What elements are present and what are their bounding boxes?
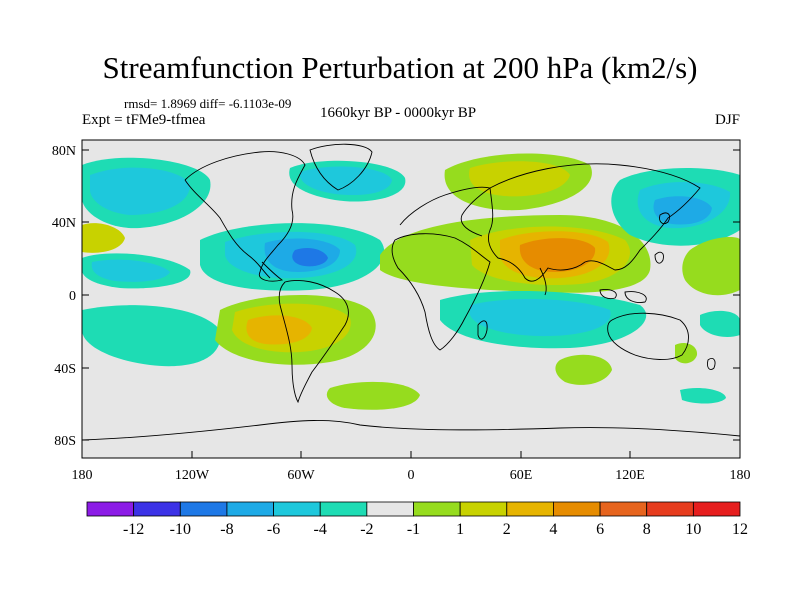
contour-eur-pos-2: [469, 161, 570, 197]
contour-sam-pos-core: [246, 315, 312, 345]
lon-label-120e: 120E: [615, 468, 645, 483]
lat-label-0: 0: [69, 289, 76, 304]
lon-label-60e: 60E: [510, 468, 533, 483]
colorbar: -12 -10 -8 -6 -4 -2 -1 1 2 4 6 8 10 12: [86, 501, 748, 538]
coast-philippines: [654, 251, 664, 264]
colorbar-box-11: [599, 501, 648, 517]
colorbar-box-3: [226, 501, 274, 517]
experiment-label: Expt = tFMe9-tfmea: [82, 112, 206, 128]
contour-aus-pos: [675, 343, 698, 364]
lat-label-80n: 80N: [52, 144, 76, 159]
colorbar-label-8: 2: [503, 521, 511, 538]
contour-epac-neg-inner: [91, 259, 170, 282]
colorbar-label-5: -2: [360, 521, 373, 538]
coast-borneo: [599, 289, 617, 300]
colorbar-label-12: 10: [685, 521, 701, 538]
contour-spac-neg: [82, 305, 221, 367]
coast-na-west: [184, 179, 271, 279]
colorbar-label-7: 1: [456, 521, 464, 538]
contour-dateline-pos: [82, 223, 125, 253]
colorbar-label-6: -1: [407, 521, 420, 538]
coast-australia: [607, 312, 689, 360]
coast-antarctica: [82, 420, 740, 441]
coastlines: [82, 143, 740, 441]
season-label: DJF: [714, 112, 740, 128]
contour-satl-pos: [326, 381, 420, 410]
coast-papua: [624, 291, 647, 303]
lat-label-40s: 40S: [54, 362, 76, 377]
latitude-labels: 80N 40N 0 40S 80S: [52, 144, 76, 449]
contour-atl-neg-core: [292, 247, 328, 267]
coast-asia: [487, 163, 701, 282]
colorbar-label-1: -10: [170, 521, 191, 538]
streamfunction-field: [82, 140, 740, 458]
lon-label-0: 0: [408, 468, 415, 483]
contour-io-neg-inner: [470, 298, 611, 337]
coast-africa: [391, 233, 491, 351]
colorbar-box-12: [646, 501, 694, 517]
colorbar-label-13: 12: [732, 521, 748, 538]
lon-label-60w: 60W: [287, 468, 315, 483]
lon-label-180w: 180: [72, 468, 93, 483]
colorbar-label-0: -12: [123, 521, 144, 538]
colorbar-box-13: [692, 501, 741, 517]
contour-npac-neg-inner: [90, 167, 190, 215]
colorbar-label-11: 8: [643, 521, 651, 538]
lon-label-120w: 120W: [175, 468, 210, 483]
coast-north-america: [184, 151, 306, 282]
colorbar-label-2: -8: [220, 521, 233, 538]
contour-so-neg: [680, 387, 726, 404]
colorbar-label-9: 4: [549, 521, 557, 538]
contour-swpac-neg: [700, 310, 740, 337]
coast-new-zealand: [707, 357, 716, 371]
coast-india: [539, 267, 547, 296]
lon-label-180e: 180: [730, 468, 751, 483]
colorbar-label-10: 6: [596, 521, 604, 538]
coast-greenland: [309, 143, 373, 191]
stats-text: rmsd= 1.8969 diff= -6.1103e-09: [124, 96, 292, 111]
contour-sio-pos: [555, 354, 612, 385]
contour-wpac-pos: [682, 237, 740, 296]
chart-title: Streamfunction Perturbation at 200 hPa (…: [102, 50, 698, 85]
contour-sasia-pos-core: [519, 238, 596, 272]
lat-label-40n: 40N: [52, 216, 76, 231]
contour-natl-neg-inner: [299, 166, 392, 196]
longitude-labels: 180 120W 60W 0 60E 120E 180: [72, 468, 751, 483]
colorbar-box-6: [366, 501, 414, 517]
colorbar-label-4: -4: [314, 521, 327, 538]
colorbar-label-3: -6: [267, 521, 280, 538]
colorbar-box-4: [273, 501, 321, 517]
colorbar-box-5: [319, 501, 368, 517]
colorbar-box-9: [506, 501, 554, 517]
colorbar-box-0: [86, 501, 135, 517]
colorbar-box-7: [413, 501, 461, 517]
colorbar-box-10: [553, 501, 601, 517]
colorbar-box-2: [179, 501, 228, 517]
coast-japan: [659, 212, 671, 225]
coast-south-america: [278, 280, 349, 404]
axis-ticks: [81, 149, 741, 458]
period-label: 1660kyr BP - 0000kyr BP: [320, 105, 477, 121]
lat-label-80s: 80S: [54, 434, 76, 449]
colorbar-box-1: [133, 501, 181, 517]
colorbar-box-8: [459, 501, 508, 517]
coast-madagascar: [477, 320, 488, 340]
